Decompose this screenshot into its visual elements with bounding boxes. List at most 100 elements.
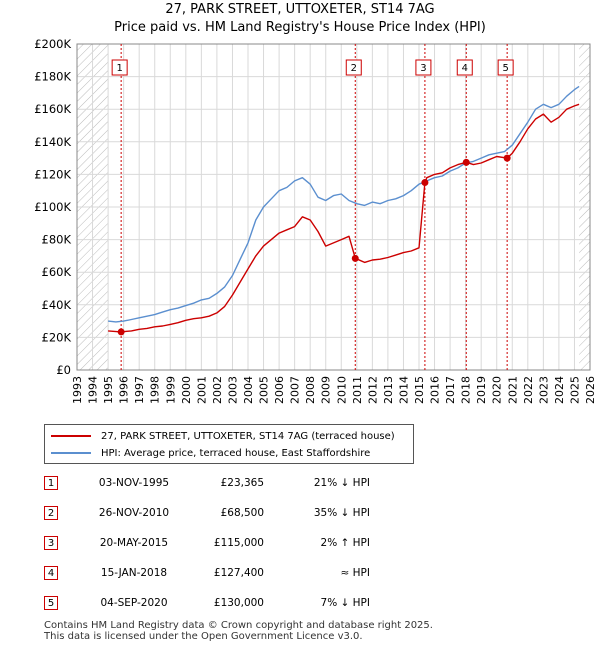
x-tick-label: 1995 <box>102 376 115 404</box>
x-tick-label: 2011 <box>351 376 364 404</box>
legend-item-price-paid: 27, PARK STREET, UTTOXETER, ST14 7AG (te… <box>51 428 395 444</box>
sale-row: 4 15-JAN-2018 £127,400 ≈ HPI <box>44 564 384 584</box>
sale-price: £68,500 <box>220 507 264 519</box>
x-tick-label: 2021 <box>506 376 519 404</box>
x-tick-label: 2018 <box>460 376 473 404</box>
sale-marker-label: 2 <box>351 63 357 74</box>
sale-marker-box <box>415 59 432 76</box>
x-tick-label: 2016 <box>429 376 442 404</box>
y-tick-label: £100K <box>34 200 71 214</box>
sale-price: £127,400 <box>213 567 264 579</box>
y-tick-label: £200K <box>34 37 71 51</box>
x-tick-label: 1997 <box>133 376 146 404</box>
x-tick-label: 2006 <box>273 376 286 404</box>
footer: Contains HM Land Registry data © Crown c… <box>44 620 433 642</box>
sale-number: 3 <box>44 536 58 550</box>
legend-item-hpi: HPI: Average price, terraced house, East… <box>51 445 370 461</box>
legend-label-price-paid: 27, PARK STREET, UTTOXETER, ST14 7AG (te… <box>101 430 395 442</box>
x-tick-label: 2003 <box>226 376 239 404</box>
y-tick-label: £80K <box>42 233 72 247</box>
footer-copyright: Contains HM Land Registry data © Crown c… <box>44 620 433 631</box>
x-tick-label: 1993 <box>71 376 84 404</box>
sale-date: 20-MAY-2015 <box>99 537 169 549</box>
x-tick-label: 2017 <box>444 376 457 404</box>
sale-point <box>117 328 125 336</box>
sale-row: 1 03-NOV-1995 £23,365 21% ↓ HPI <box>44 474 384 494</box>
sale-marker-label: 1 <box>116 63 122 74</box>
y-tick-label: £160K <box>34 102 71 116</box>
x-tick-label: 2023 <box>537 376 550 404</box>
sale-number: 1 <box>44 476 58 490</box>
x-tick-label: 2002 <box>211 376 224 404</box>
sale-hpi-diff: 7% ↓ HPI <box>320 597 370 609</box>
sale-row: 2 26-NOV-2010 £68,500 35% ↓ HPI <box>44 504 384 524</box>
x-tick-label: 1998 <box>149 376 162 404</box>
y-tick-label: £180K <box>34 70 71 84</box>
y-tick-label: £60K <box>42 265 72 279</box>
x-tick-label: 2004 <box>242 376 255 404</box>
sale-hpi-diff: 2% ↑ HPI <box>320 537 370 549</box>
sale-hpi-diff: 35% ↓ HPI <box>313 507 370 519</box>
x-tick-label: 2024 <box>553 376 566 404</box>
sale-marker-box <box>497 59 514 76</box>
x-tick-label: 2014 <box>397 376 410 404</box>
legend-label-hpi: HPI: Average price, terraced house, East… <box>101 447 371 459</box>
sale-date: 03-NOV-1995 <box>98 477 170 489</box>
legend: 27, PARK STREET, UTTOXETER, ST14 7AG (te… <box>44 424 414 464</box>
x-tick-label: 2001 <box>195 376 208 404</box>
sale-date: 04-SEP-2020 <box>100 597 168 609</box>
sale-date: 26-NOV-2010 <box>98 507 170 519</box>
sale-number: 4 <box>44 566 58 580</box>
sale-hpi-diff: ≈ HPI <box>340 567 370 579</box>
y-tick-label: £0 <box>56 363 71 377</box>
x-tick-label: 1999 <box>164 376 177 404</box>
x-tick-label: 2007 <box>289 376 302 404</box>
sale-point <box>421 179 429 187</box>
x-tick-label: 2022 <box>522 376 535 404</box>
chart-title: 27, PARK STREET, UTTOXETER, ST14 7AG <box>165 2 435 17</box>
x-tick-label: 2008 <box>304 376 317 404</box>
sale-marker-label: 3 <box>420 63 426 74</box>
x-tick-label: 2009 <box>320 376 333 404</box>
sale-row: 5 04-SEP-2020 £130,000 7% ↓ HPI <box>44 594 384 614</box>
sale-price: £115,000 <box>213 537 264 549</box>
sale-row: 3 20-MAY-2015 £115,000 2% ↑ HPI <box>44 534 384 554</box>
sale-marker-box <box>345 59 362 76</box>
sale-hpi-diff: 21% ↓ HPI <box>313 477 370 489</box>
sale-point <box>351 254 359 262</box>
hpi-series-line <box>108 85 580 323</box>
y-tick-label: £40K <box>42 298 72 312</box>
y-tick-label: £120K <box>34 167 71 181</box>
x-tick-label: 2025 <box>568 376 581 404</box>
x-tick-label: 1994 <box>87 376 100 404</box>
chart-subtitle: Price paid vs. HM Land Registry's House … <box>114 20 486 35</box>
sale-price: £23,365 <box>220 477 264 489</box>
x-tick-label: 2005 <box>258 376 271 404</box>
price-chart: 1993 1994 1995 1996 1997 1998 1999 2000 2001 2002… <box>34 37 597 404</box>
x-tick-label: 2019 <box>475 376 488 404</box>
footer-license: This data is licensed under the Open Gov… <box>44 631 363 642</box>
plot-border <box>76 43 591 371</box>
sale-marker-box <box>456 59 473 76</box>
sale-date: 15-JAN-2018 <box>100 567 168 579</box>
x-tick-label: 1996 <box>118 376 131 404</box>
sale-marker-label: 5 <box>502 63 508 74</box>
x-tick-label: 2026 <box>584 376 597 404</box>
sale-price: £130,000 <box>213 597 264 609</box>
x-tick-label: 2020 <box>491 376 504 404</box>
sale-marker-box <box>111 59 128 76</box>
sale-point <box>462 158 470 166</box>
sale-number: 2 <box>44 506 58 520</box>
sale-point <box>503 154 511 162</box>
legend-swatch-price-paid <box>51 435 91 437</box>
legend-swatch-hpi <box>51 452 91 454</box>
y-tick-label: £140K <box>34 135 71 149</box>
x-tick-label: 2000 <box>180 376 193 404</box>
x-tick-label: 2012 <box>366 376 379 404</box>
x-tick-label: 2010 <box>335 376 348 404</box>
x-tick-label: 2013 <box>382 376 395 404</box>
sale-number: 5 <box>44 596 58 610</box>
y-tick-label: £20K <box>42 330 72 344</box>
sale-marker-label: 4 <box>462 63 468 74</box>
x-tick-label: 2015 <box>413 376 426 404</box>
